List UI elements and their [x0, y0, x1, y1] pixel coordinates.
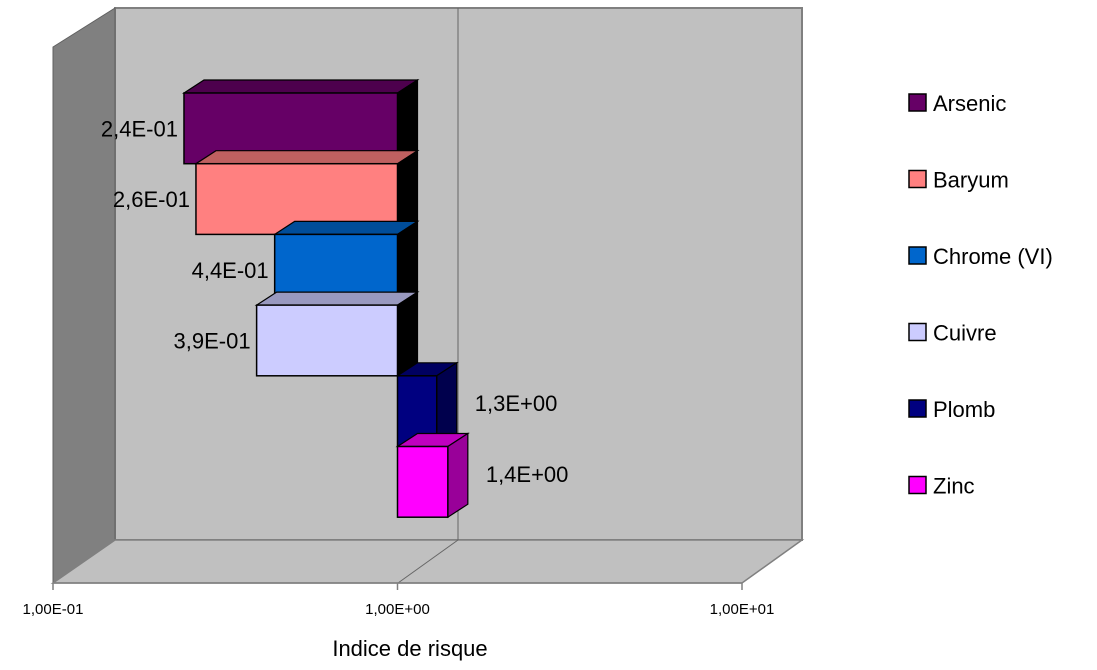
legend-entry-label: Chrome (VI) — [933, 244, 1053, 269]
x-tick-label: 1,00E-01 — [23, 601, 84, 618]
x-axis-title: Indice de risque — [332, 636, 487, 661]
bar-side-face — [447, 432, 469, 519]
legend-swatch — [908, 475, 927, 495]
legend-entry-label: Cuivre — [933, 321, 997, 346]
legend-swatch — [908, 322, 927, 342]
legend: Arsenic Baryum Chrome (VI) Cuivre Plomb Zinc — [908, 91, 1053, 499]
data-label: 2,4E-01 — [101, 116, 178, 141]
legend-swatch — [908, 93, 927, 112]
bar-side-face — [396, 290, 419, 377]
data-label: 1,4E+00 — [486, 462, 569, 487]
bar-front-face — [396, 445, 449, 518]
legend-entry-label: Zinc — [933, 474, 975, 499]
data-label: 4,4E-01 — [192, 258, 269, 283]
x-tick-label: 1,00E+00 — [365, 601, 430, 618]
legend-entry-label: Plomb — [933, 397, 995, 422]
bar-baryum — [193, 149, 420, 236]
legend-entry-label: Baryum — [933, 168, 1009, 193]
bar-zinc — [395, 432, 470, 519]
bar-cuivre — [254, 290, 420, 377]
data-label: 3,9E-01 — [174, 328, 251, 353]
floor-gridline — [397, 539, 459, 584]
side-wall — [52, 7, 116, 584]
legend-swatch — [908, 169, 927, 189]
legend-swatch — [908, 246, 927, 265]
data-label: 1,3E+00 — [475, 391, 558, 416]
bar-front-face — [255, 304, 399, 377]
bar-top-face — [193, 150, 420, 165]
bar-top-face — [254, 291, 420, 306]
bar-labels: 2,4E-01 2,6E-01 4,4E-01 3,9E-01 1,3E+00 1,4E+… — [101, 116, 568, 487]
x-axis-ticks: 1,00E-01 1,00E+00 1,00E+01 — [23, 583, 775, 618]
legend-swatch — [908, 399, 927, 418]
x-tick-label: 1,00E+01 — [710, 601, 775, 618]
bars — [181, 78, 470, 519]
bar-top-face — [272, 220, 420, 235]
data-label: 2,6E-01 — [113, 187, 190, 212]
bar-top-face — [181, 79, 420, 94]
legend-entry-label: Arsenic — [933, 91, 1006, 116]
